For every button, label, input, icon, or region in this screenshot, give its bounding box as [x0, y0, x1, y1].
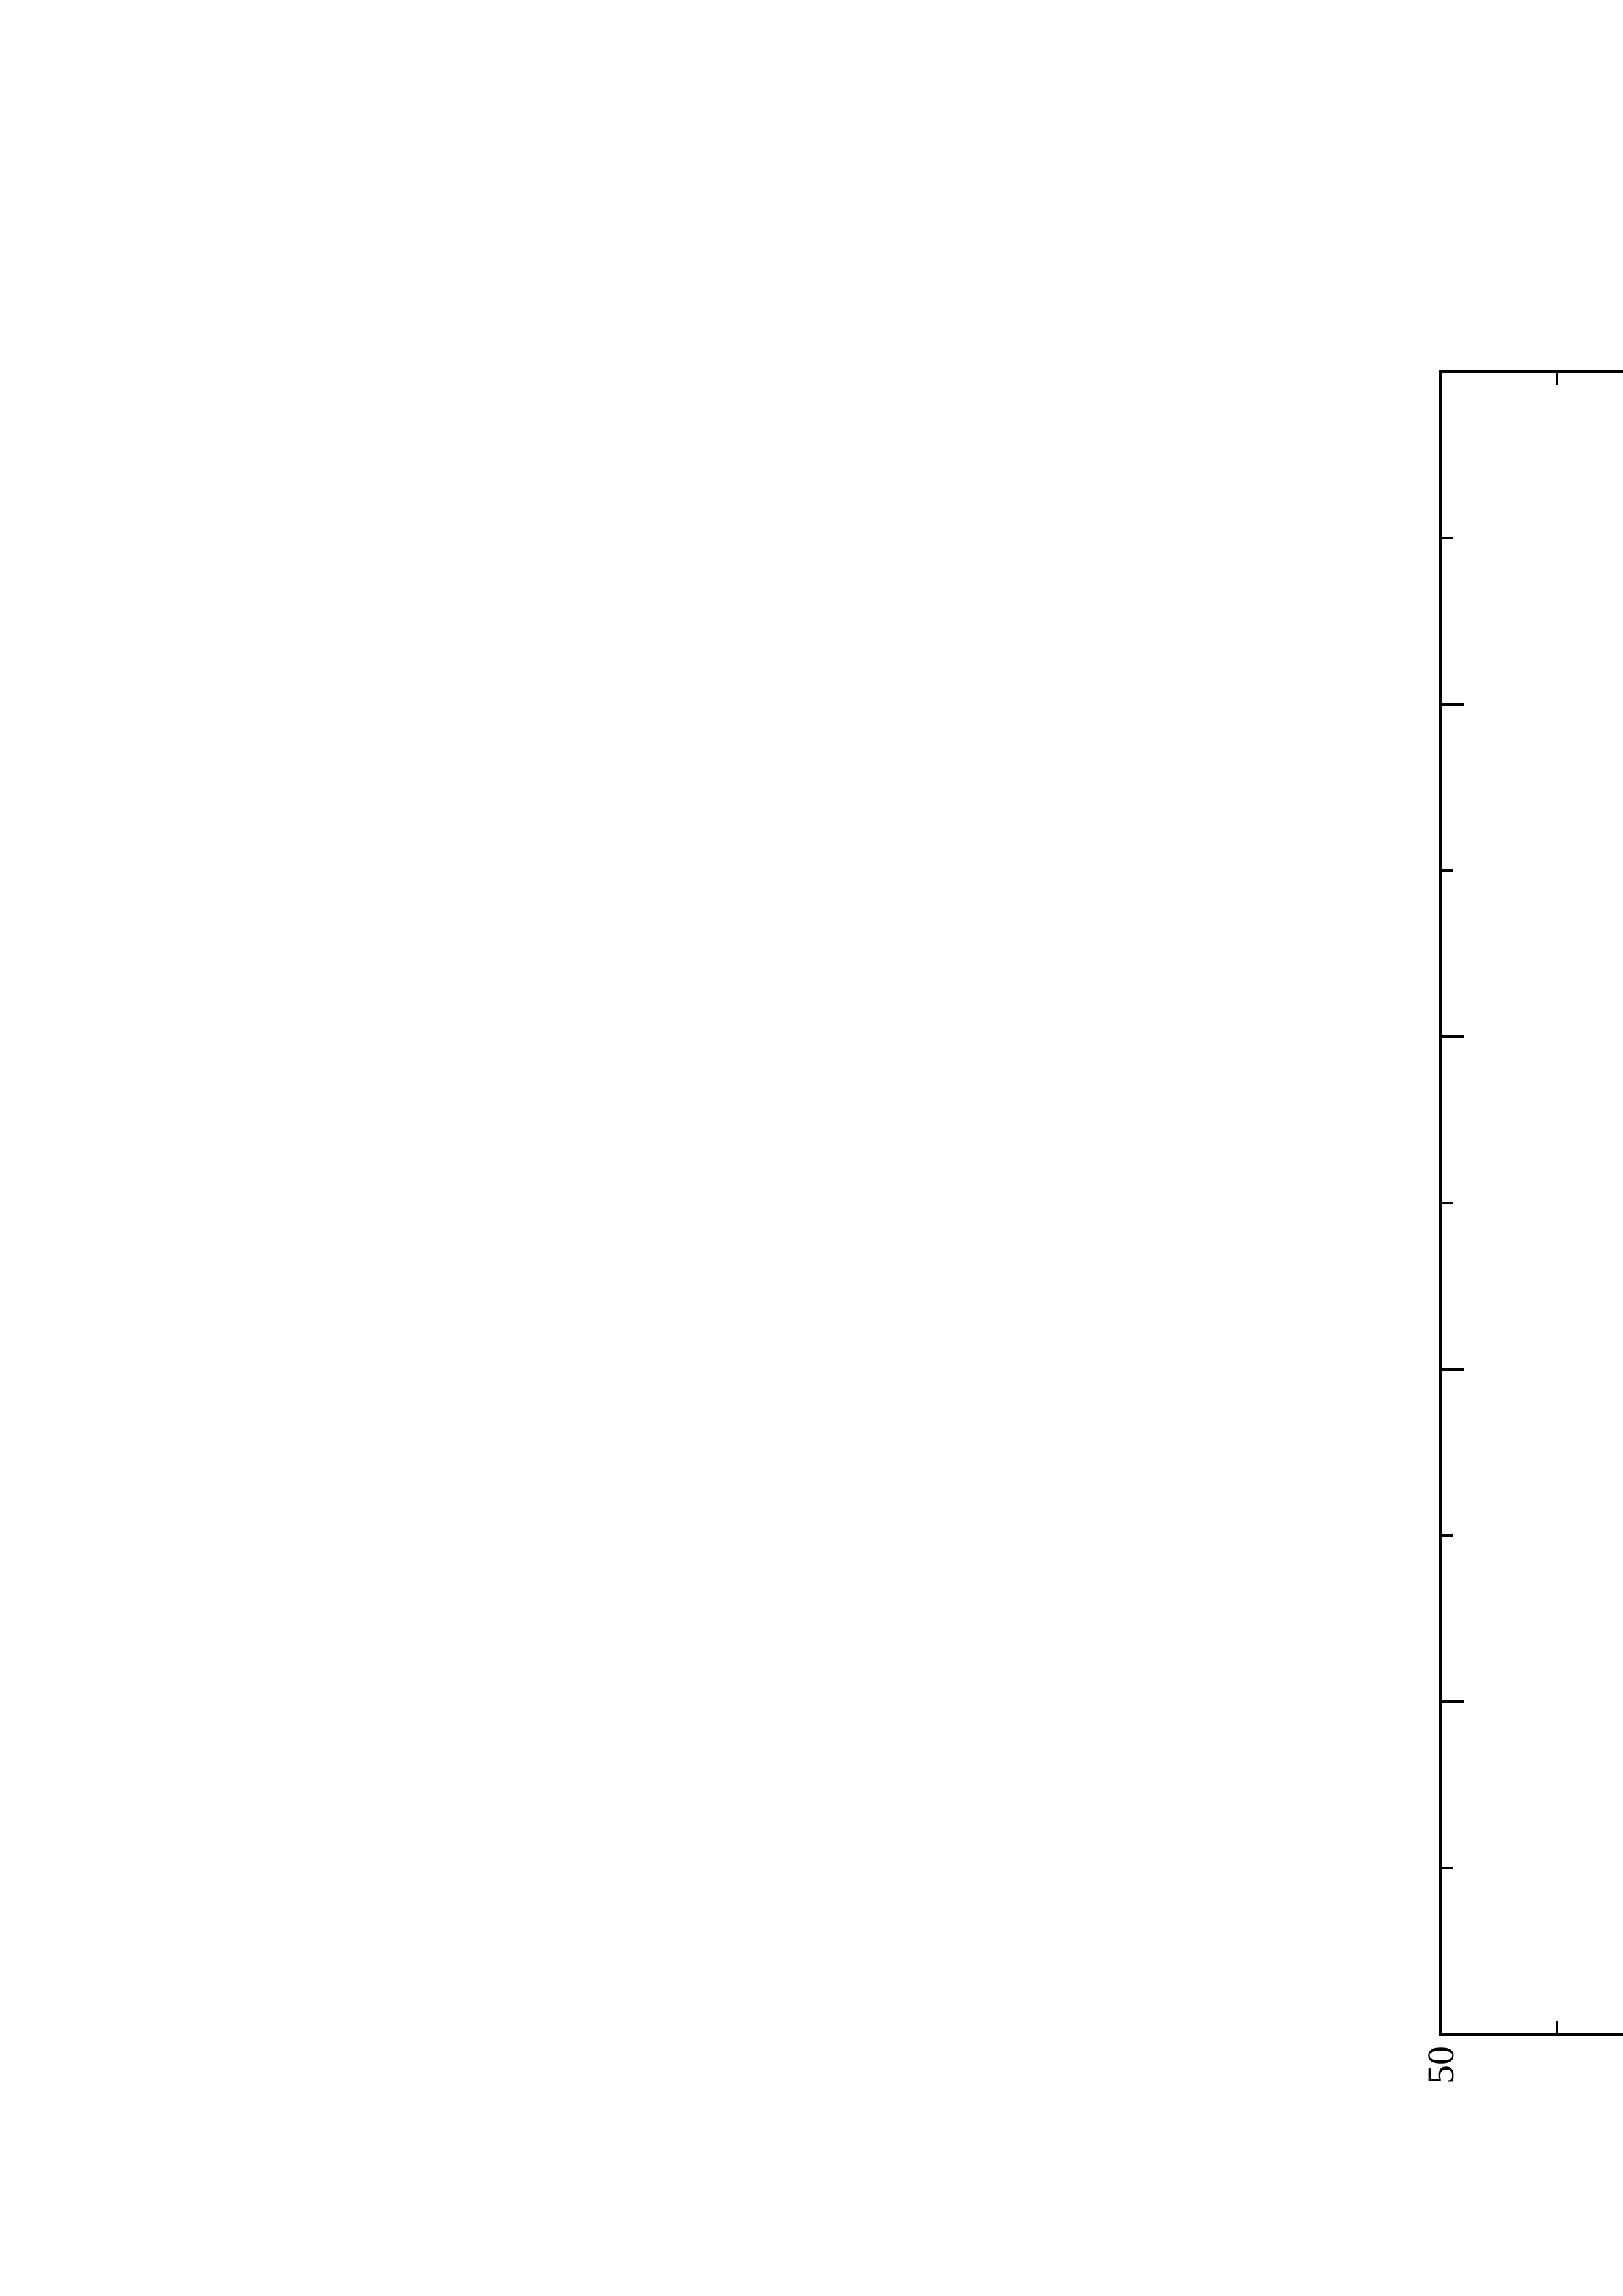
tick-layer [1439, 370, 1558, 2036]
plot-frame [1439, 370, 1623, 2036]
y-tick-label: 50 [1419, 2046, 1462, 2084]
rotated-plot: 010020030040050001020304050 [1419, 370, 1623, 2084]
tick-label-layer: 010020030040050001020304050 [1419, 2046, 1462, 2084]
